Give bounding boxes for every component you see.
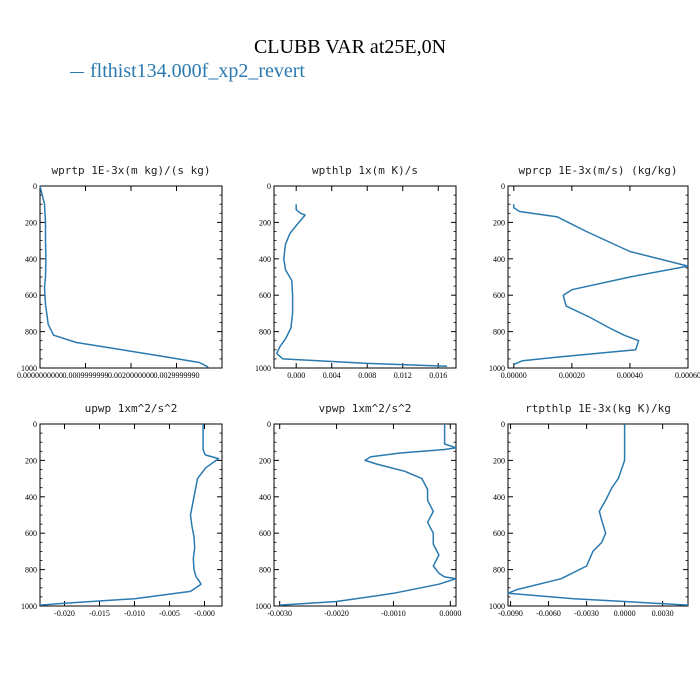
subplot-title: rtpthlp 1E-3x(kg K)/kg [525,402,671,415]
y-tick-label: 0 [33,420,37,429]
subplot-1: wprtp 1E-3x(m kg)/(s kg) 0 200 400 600 800 100… [17,164,223,380]
legend-label: flthist134.000f_xp2_revert [90,60,305,82]
x-tick-label: 0.00020 [559,371,585,380]
x-tick-label: -0.0020 [324,609,349,618]
x-tick-label: 0.0029999990 [154,371,200,380]
y-tick-label: 800 [259,328,271,337]
subplot-title: upwp 1xm^2/s^2 [85,402,178,415]
y-tick-label: 400 [259,493,271,502]
x-tick-label: -0.020 [54,609,75,618]
x-tick-label: 0.0000 [614,609,636,618]
page-title: CLUBB VAR at25E,0N [253,36,447,58]
series-line [513,204,689,366]
y-tick-label: 800 [25,566,37,575]
x-tick-label: 0.00060 [675,371,700,380]
subplot-title: wpthlp 1x(m K)/s [312,164,418,177]
x-tick-label: -0.0030 [267,609,292,618]
series-line [279,424,457,606]
y-tick-label: 1000 [255,364,271,373]
subplot-title: wprcp 1E-3x(m/s) (kg/kg) [519,164,678,177]
y-tick-label: 800 [25,328,37,337]
y-tick-label: 400 [25,255,37,264]
x-tick-label: 0.012 [394,371,412,380]
y-tick-label: 200 [25,456,37,465]
subplot-2: wpthlp 1x(m K)/s 0 200 400 600 800 1000 0.000 0.… [255,164,457,380]
series-line [507,424,689,606]
y-tick-label: 800 [493,328,505,337]
y-tick-label: 0 [33,182,37,191]
x-tick-label: 0.0030 [652,609,674,618]
y-tick-label: 400 [493,493,505,502]
y-tick-label: 200 [259,456,271,465]
x-tick-label: -0.0090 [498,609,523,618]
y-tick-label: 200 [493,456,505,465]
x-tick-label: 0.00040 [617,371,643,380]
y-tick-label: 600 [259,291,271,300]
y-tick-label: 400 [493,255,505,264]
x-tick-label: 0.0009999999 [63,371,109,380]
y-tick-label: 1000 [489,364,505,373]
x-tick-label: 0.008 [358,371,376,380]
subplot-title: vpwp 1xm^2/s^2 [319,402,412,415]
plot-frame [39,185,223,369]
x-tick-label: 0.0000 [439,609,461,618]
x-tick-label: -0.0060 [536,609,561,618]
y-tick-label: 0 [267,420,271,429]
subplot-6: rtpthlp 1E-3x(kg K)/kg02004006008001000-… [489,402,689,618]
y-tick-label: 1000 [21,364,37,373]
x-tick-label: 0.0000000000 [17,371,63,380]
y-tick-label: 400 [25,493,37,502]
legend-line-icon [70,71,84,73]
y-tick-label: 400 [259,255,271,264]
series-line [275,204,448,367]
y-tick-label: 1000 [489,602,505,611]
x-tick-label: -0.000 [194,609,215,618]
y-tick-label: 600 [493,529,505,538]
x-tick-label: 0.004 [323,371,341,380]
y-tick-label: 600 [259,529,271,538]
y-tick-label: 200 [259,218,271,227]
x-tick-label: 0.000 [287,371,305,380]
x-tick-label: 0.016 [429,371,447,380]
y-tick-label: 800 [493,566,505,575]
x-tick-label: 0.0020000000 [108,371,154,380]
x-tick-label: -0.010 [124,609,145,618]
y-tick-label: 200 [25,218,37,227]
x-tick-label: -0.015 [89,609,110,618]
subplot-4: upwp 1xm^2/s^2 0 200 400 600 800 1000 -0.020 -0.… [21,402,223,618]
y-tick-label: 0 [501,182,505,191]
y-tick-label: 600 [493,291,505,300]
legend: flthist134.000f_xp2_revert [70,60,305,83]
series-line [39,424,220,606]
y-tick-label: 1000 [255,602,271,611]
x-tick-label: 0.00000 [501,371,527,380]
y-tick-label: 600 [25,529,37,538]
subplot-title: wprtp 1E-3x(m kg)/(s kg) [52,164,211,177]
y-tick-label: 800 [259,566,271,575]
y-tick-label: 200 [493,218,505,227]
plot-frame [39,423,223,607]
y-tick-label: 1000 [21,602,37,611]
x-tick-label: -0.005 [159,609,180,618]
series-line [39,185,209,368]
subplot-5: vpwp 1xm^2/s^2 0 200 400 600 800 1000-0.0030 -0… [255,402,461,618]
x-tick-label: -0.0030 [574,609,599,618]
y-tick-label: 0 [501,420,505,429]
y-tick-label: 0 [267,182,271,191]
subplot-3: wprcp 1E-3x(m/s) (kg/kg) 0 200 400 600 800 100… [489,164,700,380]
x-tick-label: -0.0010 [381,609,406,618]
y-tick-label: 600 [25,291,37,300]
plot-frame [507,423,689,607]
